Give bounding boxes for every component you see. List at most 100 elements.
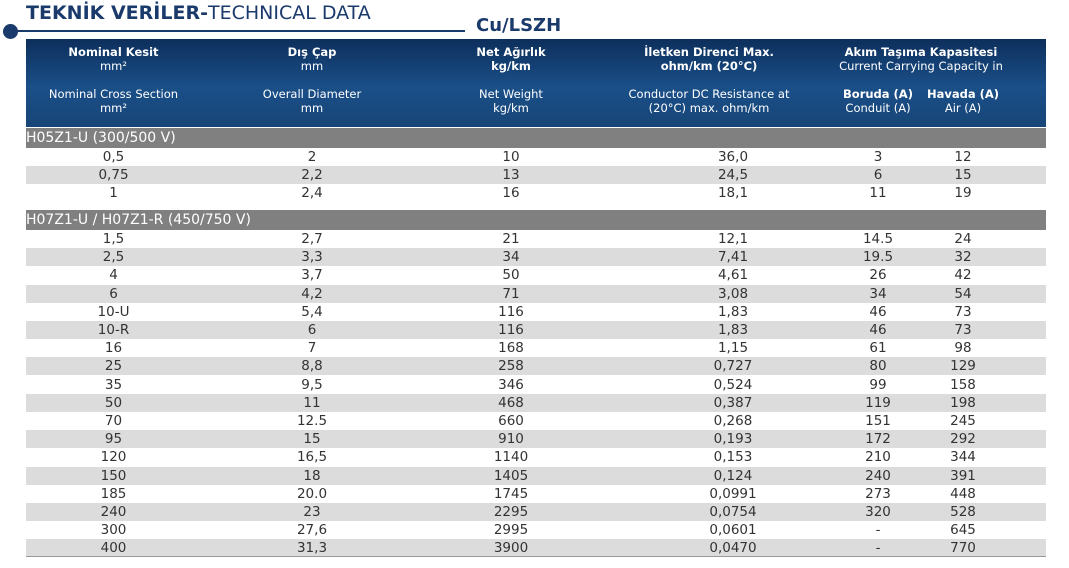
table-cell: 23: [303, 504, 321, 520]
page-title: TEKNİK VERİLER-TECHNICAL DATA: [26, 2, 371, 24]
table-cell: 15: [303, 431, 321, 448]
header-col3-tr-unit: kg/km: [491, 59, 531, 73]
table-cell: 3,08: [717, 285, 749, 302]
table-row: 10-R 6 116 1,83 46 73: [26, 321, 1046, 339]
header-col2-en-unit: mm: [300, 101, 324, 115]
table-cell: 0,268: [713, 413, 753, 429]
header-col4-tr-unit: ohm/km (20°C): [660, 59, 758, 73]
header-col3-en-label: Net Weight: [479, 87, 543, 101]
table-header: Nominal Kesit mm² Nominal Cross Section …: [26, 39, 1046, 127]
table-cell: 11: [303, 394, 321, 411]
table-cell: 448: [950, 485, 976, 502]
table-cell: 292: [950, 431, 976, 448]
table-cell: 245: [950, 413, 976, 429]
header-col4-en-unit: (20°C) max. ohm/km: [648, 101, 770, 115]
table-cell: 25: [104, 358, 123, 375]
table-row: 1,5 2,7 21 12,1 14.5 24: [26, 230, 1046, 248]
table-cell: 240: [865, 467, 891, 484]
header-col6-air: Havada (A) Air (A): [913, 87, 1013, 115]
table-cell: 0,524: [713, 376, 753, 393]
table-cell: 54: [954, 285, 972, 302]
header-col2-en: Overall Diameter mm: [212, 87, 412, 115]
table-row: 25 8,8 258 0,727 80 129: [26, 357, 1046, 376]
table-cell: 73: [954, 322, 972, 338]
header-col4-tr-label: İletken Direnci Max.: [644, 45, 774, 59]
table-cell: 2,7: [301, 231, 323, 247]
table-cell: 6: [307, 322, 317, 338]
table-cell: 16,5: [296, 449, 328, 466]
table-cell: -: [875, 540, 881, 557]
table-cell: 20.0: [296, 485, 328, 502]
header-air-en: Air (A): [944, 101, 982, 115]
table-cell: 273: [865, 485, 891, 502]
table-cell: 42: [954, 267, 972, 284]
table-row: 70 12.5 660 0,268 151 245: [26, 412, 1046, 430]
table-row: 0,5 2 10 36,0 3 12: [26, 148, 1046, 166]
table-cell: 168: [498, 340, 524, 357]
title-normal: TECHNICAL DATA: [207, 2, 371, 24]
table-cell: 9,5: [301, 376, 323, 393]
table-cell: 71: [502, 285, 520, 302]
table-cell: 660: [498, 413, 524, 429]
table-row: 240 23 2295 0,0754 320 528: [26, 503, 1046, 521]
table-cell: 0,124: [713, 467, 753, 484]
table-cell: 2,5: [102, 249, 125, 266]
table-cell: 10: [502, 149, 520, 165]
table-cell: 0,387: [713, 394, 753, 411]
table-cell: 10-R: [97, 322, 130, 338]
table-row: 1 2,4 16 18,1 11 19: [26, 184, 1046, 202]
header-col1-en-unit: mm²: [99, 101, 127, 115]
table-row: 6 4,2 71 3,08 34 54: [26, 284, 1046, 303]
header-col2-tr: Dış Çap mm: [212, 45, 412, 73]
table-cell: 770: [950, 540, 976, 557]
table-cell: 151: [865, 413, 891, 429]
table-row: 4 3,7 50 4,61 26 42: [26, 266, 1046, 284]
header-col2-tr-unit: mm: [300, 59, 324, 73]
table-cell: 185: [100, 485, 127, 502]
header-capacity-tr: Akım Taşıma Kapasitesi: [844, 45, 998, 59]
table-row: 10-U 5,4 116 1,83 46 73: [26, 303, 1046, 321]
table-cell: 19.5: [862, 249, 894, 266]
table-cell: 198: [950, 394, 976, 411]
header-col3-tr-label: Net Ağırlık: [476, 45, 546, 59]
table-row: 400 31,3 3900 0,0470 - 770: [26, 539, 1046, 558]
header-conduit-tr: Boruda (A): [843, 87, 913, 101]
table-cell: 21: [502, 231, 520, 247]
title-bold: TEKNİK VERİLER-: [26, 2, 208, 24]
table-cell: 34: [502, 249, 520, 266]
table-cell: 0,5: [102, 149, 125, 165]
table-cell: 95: [104, 431, 123, 448]
header-col1-tr-unit: mm²: [99, 59, 127, 73]
table-cell: 31,3: [296, 540, 328, 557]
header-col5-group: Akım Taşıma Kapasitesi Current Carrying …: [821, 45, 1021, 73]
table-cell: 4: [109, 267, 118, 284]
table-row: 300 27,6 2995 0,0601 - 645: [26, 521, 1046, 539]
table-row: 50 11 468 0,387 119 198: [26, 393, 1046, 412]
table-cell: 16: [104, 340, 123, 357]
table-cell: 1,15: [717, 340, 749, 357]
section-header: H07Z1-U / H07Z1-R (450/750 V): [26, 210, 1046, 230]
table-cell: 3,7: [301, 267, 323, 284]
table-cell: 240: [100, 504, 127, 520]
table-cell: 14.5: [862, 231, 894, 247]
header-col1-en-label: Nominal Cross Section: [48, 87, 179, 101]
table-cell: 5,4: [301, 303, 323, 320]
table-cell: 0,153: [713, 449, 753, 466]
header-col3-en-unit: kg/km: [493, 101, 529, 115]
table-cell: 16: [502, 185, 520, 202]
table-cell: 172: [865, 431, 891, 448]
table-cell: 80: [869, 358, 887, 375]
table-cell: 910: [498, 431, 524, 448]
table-cell: 3900: [493, 540, 529, 557]
table-row: 2,5 3,3 34 7,41 19.5 32: [26, 248, 1046, 267]
table-cell: 2,4: [301, 185, 323, 202]
header-col4-tr: İletken Direnci Max. ohm/km (20°C): [609, 45, 809, 73]
table-cell: 2,2: [301, 167, 323, 184]
table-cell: 346: [498, 376, 524, 393]
table-cell: 24: [954, 231, 972, 247]
table-cell: 210: [865, 449, 891, 466]
table-cell: 61: [869, 340, 887, 357]
table-cell: 2295: [493, 504, 529, 520]
table-cell: 12.5: [296, 413, 328, 429]
table-cell: 0,0470: [709, 540, 757, 557]
